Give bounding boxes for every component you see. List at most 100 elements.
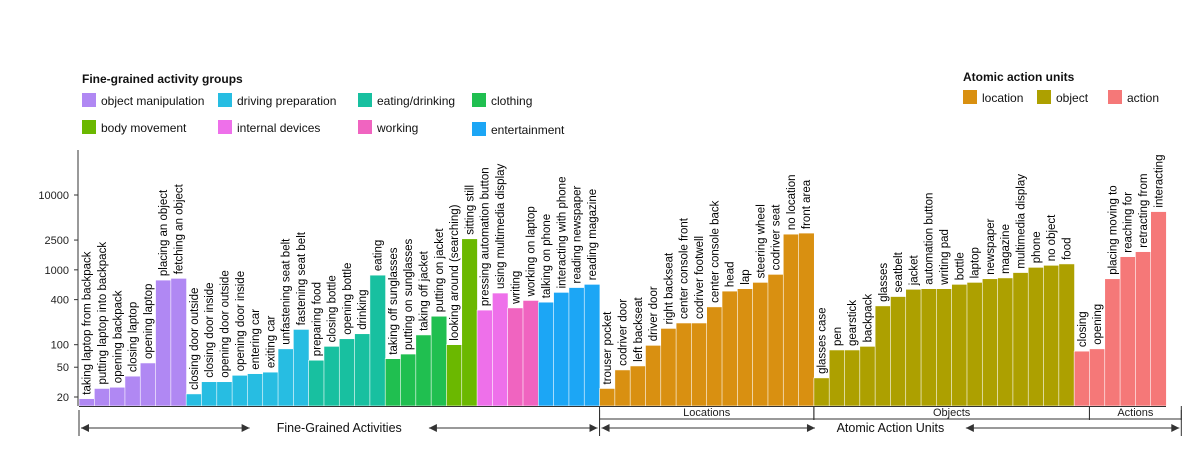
bar-front-area [798,232,815,407]
bar-label-no-location: no location [786,174,798,230]
bar-label-laptop: laptop [970,247,982,278]
bars [78,211,1167,407]
bar-center-console-front [675,322,693,407]
bar-taking-off-sunglasses [384,358,402,407]
bar-seatbelt [890,296,907,407]
bar-label-writing-pad: writing pad [939,229,951,286]
group-label: Locations [683,407,731,419]
bar-label-entering-car: entering car [250,309,262,370]
legend-label-clothing: clothing [491,94,532,108]
bar-taking-off-jacket [415,334,432,407]
bar-no-location [782,233,800,407]
bar-interacting [1150,211,1167,407]
legend-label-object-manipulation: object manipulation [101,94,204,108]
bar-label-putting-on-jacket: putting on jacket [434,228,446,313]
bar-placing-an-object [155,279,172,407]
bar-glasses [874,305,892,407]
bar-steering-wheel [752,282,769,407]
group-locations: Locations [599,406,815,420]
legend-label-driving-preparation: driving preparation [237,94,336,108]
bar-label-exiting-car: exiting car [265,316,277,369]
bar-multimedia-display [1012,272,1029,407]
bar-label-interacting: interacting [1153,155,1165,208]
bar-label-fastening-seat-belt: fastening seat belt [296,231,308,325]
bar-sitting-still [461,238,478,407]
bar-label-multimedia-display: multimedia display [1016,174,1028,269]
bar-label-codriver-seat: codriver seat [771,204,783,271]
bar-label-taking-off-jacket: taking off jacket [419,250,431,331]
bar-glasses-case [813,377,830,407]
y-tick-label: 50 [57,362,69,374]
bar-label-opening-bottle: opening bottle [342,263,354,335]
bar-right-backseat [660,328,677,407]
bar-putting-on-sunglasses [400,353,417,407]
bar-label-driver-door: driver door [648,286,660,341]
bar-label-closing-door-outside: closing door outside [189,288,201,390]
bar-label-food: food [1062,238,1074,260]
bar-label-closing-bottle: closing bottle [327,275,339,342]
bar-label-trouser-pocket: trouser pocket [602,311,614,385]
bar-closing-bottle [323,346,340,407]
bar-label-opening-door-outside: opening door outside [219,270,231,377]
bar-label-taking-laptop-from-backpack: taking laptop from backpack [82,251,94,394]
bar-label-drinking: drinking [357,290,369,330]
arrowhead [428,424,437,432]
bar-newspaper [981,278,999,407]
y-tick-label: 20 [57,392,69,404]
bar-label-glasses: glasses [878,263,890,302]
bar-label-pen: pen [832,327,844,346]
section-label: Atomic Action Units [837,421,945,435]
legend-swatch-entertainment [472,122,486,136]
bar-label-head: head [725,262,737,288]
bar-opening [1089,348,1106,407]
legend-label-location: location [982,91,1023,105]
bar-label-reaching-for: reaching for [1123,192,1135,253]
legend-label-working: working [376,121,418,135]
bar-looking-around-searching [446,344,463,407]
bar-taking-laptop-from-backpack [78,398,96,407]
arrowhead [589,424,598,432]
bar-center-console-back [706,306,723,407]
bar-label-reading-newspaper: reading newspaper [572,186,584,284]
bar-drinking [354,333,371,407]
bar-placing-moving-to [1104,278,1121,407]
legend-title: Fine-grained activity groups [82,72,243,86]
bar-closing-door-outside [185,393,203,407]
bar-closing [1073,350,1091,407]
bar-label-no-object: no object [1046,214,1058,261]
bar-label-newspaper: newspaper [985,218,997,274]
bar-using-multimedia-display [492,292,509,407]
legend-label-entertainment: entertainment [491,123,565,137]
bar-label-putting-laptop-into-backpack: putting laptop into backpack [97,242,109,385]
bar-codriver-seat [767,274,784,407]
bar-label-magazine: magazine [1000,224,1012,274]
group-objects: Objects [813,406,1090,420]
y-tick-label: 100 [51,340,69,352]
bar-bottle [951,284,968,407]
bar-label-unfastening-seat-belt: unfastening seat belt [281,238,293,345]
bar-opening-door-inside [231,374,249,407]
bar-label-closing-door-inside: closing door inside [204,282,216,377]
bar-gearstick [844,349,861,407]
bar-label-looking-around-searching: looking around (searching) [449,204,461,340]
bar-label-right-backseat: right backseat [663,252,675,324]
bar-label-placing-moving-to: placing moving to [1107,185,1119,275]
bar-codriver-door [614,369,631,407]
y-tick-label: 400 [51,295,69,307]
bar-label-placing-an-object: placing an object [158,189,170,276]
bar-label-glasses-case: glasses case [817,307,829,373]
bar-opening-bottle [338,338,356,407]
bar-interacting-with-phone [553,292,570,407]
group-actions: Actions [1088,406,1182,420]
bar-label-retracting-from: retracting from [1138,174,1150,248]
bar-label-phone: phone [1031,231,1043,263]
legend-swatch-internal-devices [218,120,232,134]
legend-swatch-body-movement [82,120,96,134]
bar-label-putting-on-sunglasses: putting on sunglasses [403,239,415,350]
bar-magazine [997,277,1014,407]
arrowhead [601,424,610,432]
group-label: Objects [933,407,971,419]
section-fine-grained-activities: Fine-Grained Activities [78,410,601,436]
bar-label-sitting-still: sitting still [464,185,476,235]
bar-opening-laptop [139,362,157,407]
